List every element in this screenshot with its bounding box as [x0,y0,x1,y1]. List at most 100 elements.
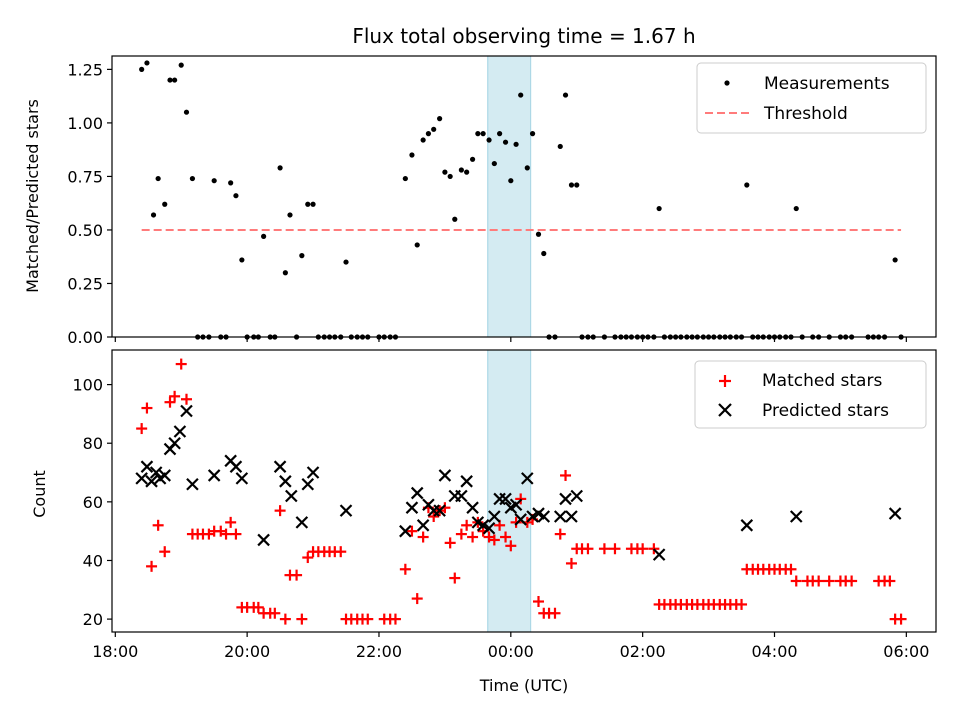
predicted-star-marker [301,477,315,491]
matched-star-marker [648,543,660,555]
measurement-point [239,257,245,263]
legend-predicted-marker [718,403,732,417]
predicted-star-marker [145,475,158,488]
top-highlight-span [487,56,532,337]
predicted-star-marker [740,519,754,532]
predicted-star-marker [149,466,163,479]
matched-star-marker [230,528,242,540]
measurement-point [437,116,443,122]
matched-star-marker [813,575,825,587]
matched-star-marker [510,516,522,528]
measurement-point [343,259,349,265]
legend-measurements-label: Measurements [764,74,890,94]
matched-star-marker [554,528,566,540]
matched-star-marker [274,505,286,517]
measurement-point [541,250,547,257]
measurement-point [162,201,168,207]
matched-star-marker [488,534,500,546]
measurement-point [299,253,305,259]
matched-star-marker [225,516,237,528]
measurement-point [183,109,190,115]
x-tick-label: 22:00 [356,642,402,661]
predicted-star-marker [405,501,419,514]
predicted-star-marker [186,477,199,491]
matched-star-marker [790,575,802,587]
measurement-point [491,160,497,167]
matched-star-marker [146,560,158,572]
matched-star-marker [846,575,858,587]
matched-star-marker [461,519,473,531]
predicted-star-marker [158,469,172,482]
predicted-star-marker [306,466,320,479]
bottom-legend: Matched stars Predicted stars [694,360,927,429]
measurement-point [508,178,514,184]
y-tick-label: 1.25 [67,60,103,79]
matched-star-marker [582,543,594,555]
measurement-point [458,167,464,173]
top-legend: Measurements Threshold [696,62,927,134]
matched-star-marker [560,469,572,481]
measurement-point [744,182,750,188]
measurement-point [261,233,267,239]
matched-star-marker [141,402,153,414]
legend-measurements-marker [724,80,730,86]
matched-star-marker [637,543,649,555]
top-axes-frame [111,55,937,338]
matched-star-marker [598,543,610,555]
matched-star-marker [505,540,517,552]
predicted-star-marker [509,498,523,512]
y-tick-label: 0.50 [67,221,103,240]
predicted-star-marker [399,524,412,538]
matched-star-marker [269,607,281,619]
y-tick-label: 0.00 [67,328,103,347]
measurement-point [425,131,432,137]
matched-star-marker [362,613,374,625]
predicted-star-marker [570,489,584,503]
matched-star-marker [389,613,401,625]
matched-star-marker [159,546,171,558]
measurement-point [480,131,486,137]
predicted-star-markers [135,404,902,561]
x-tick-label: 02:00 [620,642,666,661]
x-tick-label: 20:00 [224,642,270,661]
measurement-point [305,201,311,207]
bottom-x-ticks: 18:00 20:00 22:00 00:00 02:00 04:00 06:00 [92,632,929,661]
x-tick-label: 18:00 [92,642,138,661]
matched-star-marker [180,393,192,405]
predicted-star-marker [466,501,479,514]
measurement-point [155,175,161,182]
measurement-point [144,60,150,66]
matched-star-marker [164,396,176,408]
matched-star-marker [252,601,264,613]
measurement-point [486,137,492,143]
legend-predicted-label: Predicted stars [762,401,889,421]
measurement-point [518,92,524,98]
predicted-star-marker [229,460,243,473]
top-y-axis-label: Matched/Predicted stars [23,99,42,293]
matched-star-marker [455,528,467,540]
bottom-y-axis-label: Count [30,470,49,518]
y-tick-label: 0.75 [67,167,103,186]
predicted-star-marker [499,492,512,506]
matched-star-marker [785,563,797,575]
predicted-star-marker [652,548,666,561]
top-x-ticks [114,337,907,342]
x-tick-label: 00:00 [488,642,534,661]
top-y-ticks: 0.00 0.25 0.50 0.75 1.00 1.25 [67,60,112,347]
measurement-point [502,139,509,145]
measurement-point [574,182,580,188]
matched-star-marker [467,531,479,543]
measurement-point [167,77,173,83]
chart-title: Flux total observing time = 1.67 h [352,24,695,48]
predicted-star-marker [488,510,501,523]
matched-star-marker [279,613,291,625]
y-tick-label: 0.25 [67,274,103,293]
predicted-star-marker [168,436,181,450]
measurement-point [310,201,316,207]
predicted-star-marker [416,519,430,532]
matched-star-marker [417,531,429,543]
matched-star-marker [399,563,411,575]
matched-star-marker [533,596,545,608]
highlight-span-rect [487,350,531,632]
